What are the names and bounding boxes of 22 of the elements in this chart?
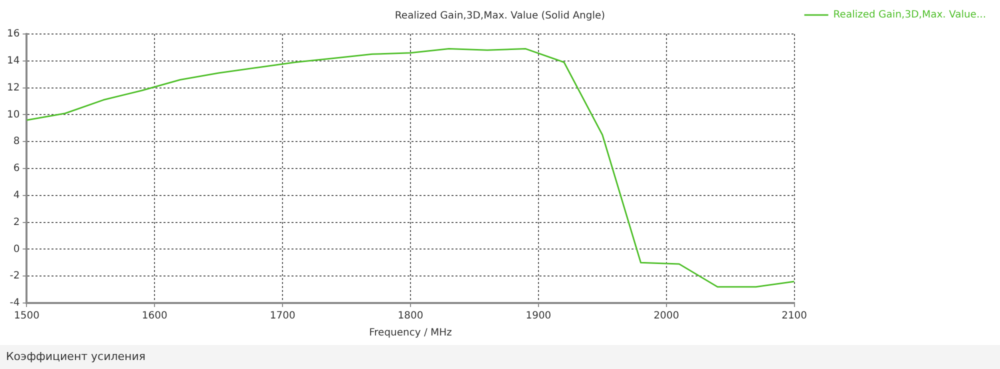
y-tick-label: -2 (10, 270, 20, 282)
y-tick-label: 6 (13, 163, 20, 174)
y-tick-label: 14 (6, 55, 20, 66)
x-tick-label: 2000 (654, 310, 680, 322)
y-tick-label: 0 (13, 244, 20, 255)
x-tick-label: 1500 (14, 310, 40, 322)
x-axis-title: Frequency / MHz (369, 328, 452, 339)
y-tick-label: -4 (10, 298, 20, 309)
y-tick-label: 10 (6, 109, 20, 120)
y-tick-label: 4 (13, 190, 20, 201)
x-tick-label: 1600 (142, 310, 168, 322)
y-tick-label: 12 (6, 82, 20, 94)
x-tick-label: 1700 (270, 310, 296, 322)
chart-title: Realized Gain,3D,Max. Value (Solid Angle) (394, 10, 606, 22)
y-tick-label: 16 (6, 28, 20, 40)
x-tick-label: 2100 (782, 310, 808, 322)
legend-label: Realized Gain,3D,Max. Value... (833, 10, 986, 21)
x-tick-label: 1900 (526, 310, 552, 322)
y-tick-label: 2 (13, 216, 20, 228)
text: Коэффициент усиления (0, 345, 1000, 369)
y-tick-label: 8 (13, 136, 20, 148)
x-tick-label: 1800 (398, 310, 424, 322)
